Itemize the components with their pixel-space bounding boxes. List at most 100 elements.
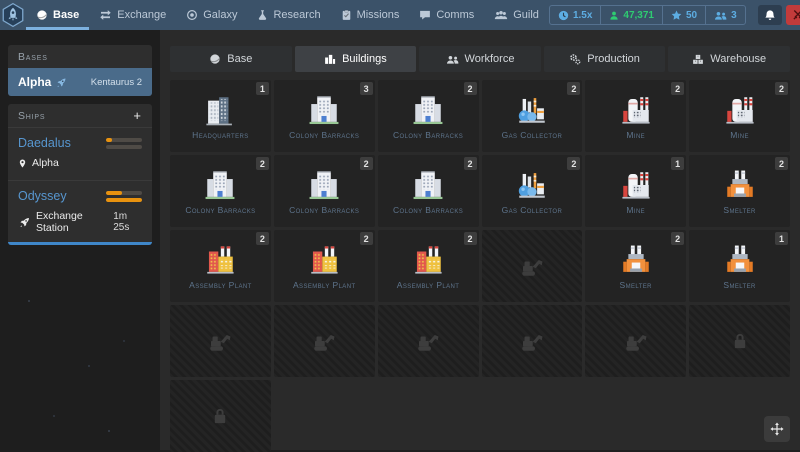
tab-label: Production — [587, 53, 640, 65]
barracks-icon — [203, 168, 237, 202]
ship-item-daedalus[interactable]: Daedalus Alpha — [8, 127, 152, 180]
building-cell-gas-collector[interactable]: 2 Gas Collector — [482, 155, 583, 227]
bell-icon — [764, 9, 776, 22]
nav-item-exchange[interactable]: Exchange — [89, 0, 176, 30]
building-count-badge: 2 — [464, 232, 477, 245]
assembly-plant-icon — [411, 243, 445, 277]
locked-slot — [689, 305, 790, 377]
exchange-icon — [99, 9, 112, 21]
empty-build-slot[interactable] — [585, 305, 686, 377]
building-cell-smelter[interactable]: 1 Smelter — [689, 230, 790, 302]
building-count-badge: 2 — [671, 232, 684, 245]
smelter-icon — [723, 243, 757, 277]
empty-build-slot[interactable] — [482, 230, 583, 302]
research-icon — [257, 9, 268, 21]
excavator-icon — [205, 326, 235, 356]
add-ship-button[interactable]: + — [132, 111, 142, 121]
building-name: Assembly Plant — [293, 280, 356, 290]
stat-value: 47,371 — [623, 10, 654, 21]
empty-build-slot[interactable] — [378, 305, 479, 377]
stat-value: 50 — [686, 10, 697, 21]
building-name: Gas Collector — [502, 130, 563, 140]
excavator-icon — [517, 326, 547, 356]
nav-item-comms[interactable]: Comms — [409, 0, 484, 30]
nav-item-research[interactable]: Research — [247, 0, 330, 30]
building-count-badge: 2 — [567, 157, 580, 170]
building-count-badge: 2 — [775, 82, 788, 95]
building-name: Assembly Plant — [189, 280, 252, 290]
ship-location: Alpha — [32, 157, 59, 169]
stat-worker: 47,371 — [600, 6, 662, 24]
building-name: Smelter — [723, 205, 755, 215]
tab-buildings[interactable]: Buildings — [295, 46, 417, 72]
bases-header: Bases — [18, 51, 48, 63]
building-name: Headquarters — [192, 130, 249, 140]
building-name: Assembly Plant — [397, 280, 460, 290]
building-count-badge: 1 — [671, 157, 684, 170]
nav-item-guild[interactable]: Guild — [484, 0, 549, 30]
ship-travel-progress — [8, 242, 152, 245]
building-name: Gas Collector — [502, 205, 563, 215]
people-icon — [714, 10, 727, 21]
building-count-badge: 2 — [360, 157, 373, 170]
stat-people: 3 — [705, 6, 745, 24]
building-count-badge: 2 — [464, 157, 477, 170]
assembly-plant-icon — [203, 243, 237, 277]
main-content: Base Buildings Workforce Production Warehous… — [160, 30, 800, 450]
combat-alert-button[interactable] — [786, 5, 800, 25]
nav-item-base[interactable]: Base — [26, 0, 89, 30]
nav-item-missions[interactable]: Missions — [331, 0, 410, 30]
building-cell-assembly-plant[interactable]: 2 Assembly Plant — [378, 230, 479, 302]
ship-name: Odyssey — [18, 189, 67, 203]
empty-build-slot[interactable] — [170, 305, 271, 377]
building-name: Smelter — [620, 280, 652, 290]
mine-icon — [723, 93, 757, 127]
app-logo[interactable] — [0, 0, 26, 30]
tab-warehouse[interactable]: Warehouse — [668, 46, 790, 72]
combat-icon — [792, 9, 800, 21]
building-cell-smelter[interactable]: 2 Smelter — [585, 230, 686, 302]
comms-icon — [419, 9, 431, 21]
tab-production[interactable]: Production — [544, 46, 666, 72]
building-count-badge: 1 — [775, 232, 788, 245]
lock-icon — [207, 403, 233, 429]
notifications-button[interactable] — [758, 5, 782, 25]
empty-build-slot[interactable] — [274, 305, 375, 377]
tab-base[interactable]: Base — [170, 46, 292, 72]
barracks-icon — [307, 168, 341, 202]
building-count-badge: 2 — [464, 82, 477, 95]
ships-header: Ships — [18, 110, 45, 122]
excavator-icon — [413, 326, 443, 356]
production-icon — [569, 53, 581, 65]
rearrange-buildings-button[interactable] — [764, 416, 790, 442]
workforce-icon — [446, 54, 459, 65]
ship-resource-bars — [106, 138, 142, 149]
mine-icon — [619, 93, 653, 127]
smelter-icon — [619, 243, 653, 277]
nav-item-galaxy[interactable]: Galaxy — [176, 0, 247, 30]
tab-label: Buildings — [342, 53, 387, 65]
lock-icon — [727, 328, 753, 354]
gas-collector-icon — [515, 93, 549, 127]
building-name: Smelter — [723, 280, 755, 290]
empty-build-slot[interactable] — [482, 305, 583, 377]
tab-workforce[interactable]: Workforce — [419, 46, 541, 72]
gas-collector-icon — [515, 168, 549, 202]
ship-name: Daedalus — [18, 136, 71, 150]
